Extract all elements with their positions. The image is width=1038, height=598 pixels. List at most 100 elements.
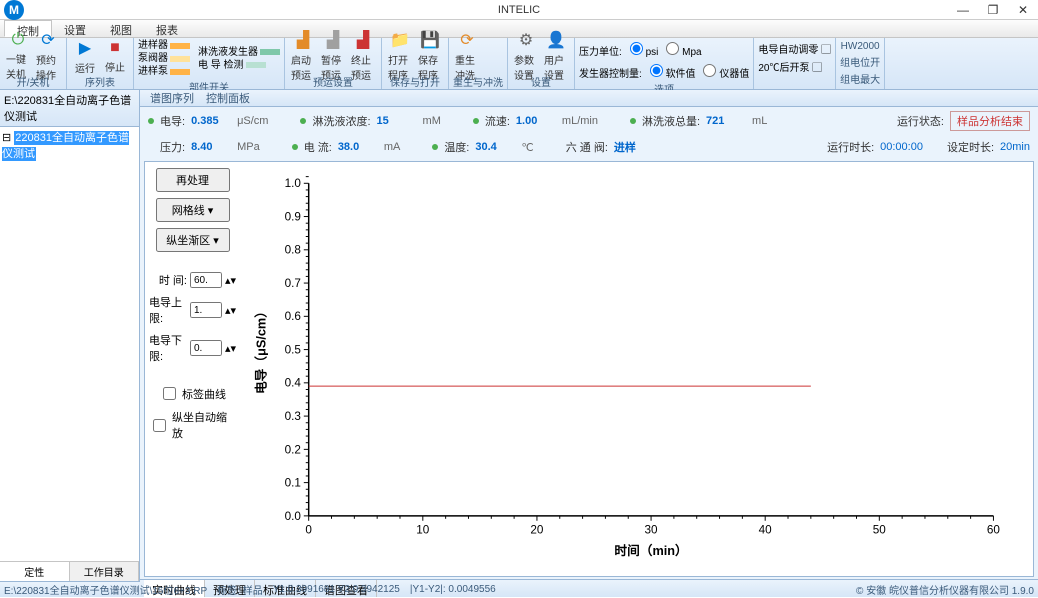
svg-text:10: 10 [416, 523, 430, 536]
psi-radio[interactable] [630, 42, 643, 55]
user-settings-button[interactable]: 👤用户设置 [542, 39, 570, 73]
left-tabs: 定性 工作目录 [0, 561, 139, 581]
left-panel: E:\220831全自动离子色谱仪测试 ⊟ 220831全自动离子色谱仪测试 定… [0, 90, 140, 581]
menu-view[interactable]: 视图 [98, 20, 144, 37]
hw2000-label: HW2000 [841, 41, 880, 52]
tree-expand-icon[interactable]: ⊟ [2, 132, 11, 144]
svg-text:0.9: 0.9 [285, 210, 301, 223]
left-tab-qualitative[interactable]: 定性 [0, 562, 70, 581]
auto-zero-row[interactable]: 电导自动调零 ▢ [758, 41, 831, 56]
status-dot [432, 144, 438, 150]
reprocess-button[interactable]: 再处理 [156, 168, 230, 192]
pressure-unit-row: 压力单位: psi Mpa [579, 39, 702, 58]
svg-text:0.0: 0.0 [285, 510, 302, 523]
main-tabs: 谱图序列 控制面板 [140, 90, 1038, 107]
component-toggles-2[interactable]: 淋洗液发生器 电 导 检测 [198, 46, 280, 72]
chart-sidebar: 再处理 网格线 ▾ 纵坐渐区 ▾ 时 间:▴▾ 电导上限:▴▾ 电导下限:▴▾ … [145, 162, 240, 576]
svg-text:0: 0 [305, 523, 312, 536]
status-dot [473, 118, 479, 124]
chart-area: 再处理 网格线 ▾ 纵坐渐区 ▾ 时 间:▴▾ 电导上限:▴▾ 电导下限:▴▾ … [144, 161, 1034, 577]
status-row-1: 电导:0.385μS/cm 淋洗液浓度:15mM 流速:1.00mL/min 淋… [140, 107, 1038, 135]
label-curve-check[interactable]: 标签曲线 [159, 384, 226, 403]
tree-item-selected[interactable]: 220831全自动离子色谱仪测试 [2, 131, 129, 161]
svg-text:1.0: 1.0 [285, 177, 302, 190]
svg-text:50: 50 [873, 523, 887, 536]
svg-text:0.6: 0.6 [285, 310, 301, 323]
svg-text:30: 30 [645, 523, 659, 536]
titlebar: M INTELIC — ❐ ✕ [0, 0, 1038, 20]
param-settings-button[interactable]: ⚙参数设置 [512, 39, 540, 73]
run-button[interactable]: ▶运行 [71, 39, 99, 73]
app-title: INTELIC [498, 4, 540, 16]
time-label: 时 间: [159, 272, 187, 288]
status-dot [292, 144, 298, 150]
generator-control-row: 发生器控制量: 软件值 仪器值 [579, 61, 749, 80]
svg-text:0.8: 0.8 [285, 244, 302, 257]
svg-text:60: 60 [987, 523, 1001, 536]
ribbon-group-label: 重生与冲洗 [453, 73, 503, 90]
mpa-radio[interactable] [666, 42, 679, 55]
time-input[interactable] [190, 272, 222, 288]
device-radio[interactable] [703, 64, 716, 77]
auto-yscale-check[interactable]: 纵坐自动缩放 [149, 409, 236, 441]
cond-min-input[interactable] [190, 340, 222, 356]
run-status-box: 样品分析结束 [950, 111, 1030, 131]
power-off-button[interactable]: ⏻一键关机 [4, 39, 32, 73]
start-prerun-button[interactable]: ▟启动预运 [289, 39, 317, 73]
regen-flush-button[interactable]: ⟳重生冲洗 [453, 39, 481, 73]
yrange-button[interactable]: 纵坐渐区 ▾ [156, 228, 230, 252]
ribbon-group-label: 序列表 [71, 73, 129, 90]
menu-settings[interactable]: 设置 [52, 20, 98, 37]
svg-text:0.4: 0.4 [285, 377, 302, 390]
ribbon: ⏻一键关机 ⟳预约操作 开/关机 ▶运行 ■停止 序列表 进样器 泵阀器 进样泵… [0, 38, 1038, 90]
file-tree[interactable]: ⊟ 220831全自动离子色谱仪测试 [0, 127, 139, 561]
svg-text:0.1: 0.1 [285, 477, 301, 490]
svg-text:0.3: 0.3 [285, 410, 301, 423]
schedule-button[interactable]: ⟳预约操作 [34, 39, 62, 73]
minimize-button[interactable]: — [948, 3, 978, 17]
left-tab-workdir[interactable]: 工作目录 [70, 562, 140, 581]
left-panel-title: E:\220831全自动离子色谱仪测试 [0, 90, 139, 127]
ribbon-group-label [758, 75, 831, 88]
status-y1: Y1:0.3991681 Y2:0.3942125 [273, 584, 400, 595]
ribbon-group-label: 设置 [512, 73, 570, 90]
svg-text:时间（min）: 时间（min） [614, 543, 687, 558]
set-time-value: 20min [1000, 141, 1030, 153]
ribbon-group-label: 预运设置 [289, 73, 377, 90]
status-dot [630, 118, 636, 124]
software-radio[interactable] [650, 64, 663, 77]
stop-prerun-button[interactable]: ▟终止预运 [349, 39, 377, 73]
pump-after-20c-row[interactable]: 20℃后开泵 ▢ [758, 59, 822, 74]
cond-min-label: 电导下限: [149, 332, 187, 364]
app-logo: M [4, 0, 24, 20]
svg-text:20: 20 [530, 523, 544, 536]
status-path: E:\220831全自动离子色谱仪测试\15位6+3.RP [4, 582, 207, 597]
pause-prerun-button[interactable]: ▟暂停预运 [319, 39, 347, 73]
cond-max-label: 电导上限: [149, 294, 187, 326]
component-toggles-1[interactable]: 进样器 泵阀器 进样泵 [138, 39, 190, 78]
status-pts: 标签: 样品 [217, 582, 263, 597]
hw-line1: 组电位开 [840, 54, 880, 69]
close-button[interactable]: ✕ [1008, 3, 1038, 17]
hw-line2: 组电最大 [840, 71, 880, 86]
tab-spectrum-sequence[interactable]: 谱图序列 [144, 90, 200, 106]
save-program-button[interactable]: 💾保存程序 [416, 39, 444, 73]
cond-max-input[interactable] [190, 302, 222, 318]
chart: 0.00.10.20.30.40.50.60.70.80.91.00102030… [240, 162, 1033, 576]
svg-text:0.7: 0.7 [285, 277, 301, 290]
svg-text:40: 40 [759, 523, 773, 536]
svg-text:0.5: 0.5 [285, 343, 302, 356]
chart-svg: 0.00.10.20.30.40.50.60.70.80.91.00102030… [250, 172, 1013, 566]
status-copyright: © 安徽 皖仪普信分析仪器有限公司 1.9.0 [856, 582, 1034, 597]
gridlines-button[interactable]: 网格线 ▾ [156, 198, 230, 222]
status-dot [148, 118, 154, 124]
svg-text:电导（μS/cm）: 电导（μS/cm） [254, 305, 269, 394]
maximize-button[interactable]: ❐ [978, 3, 1008, 17]
open-program-button[interactable]: 📁打开程序 [386, 39, 414, 73]
menu-report[interactable]: 报表 [144, 20, 190, 37]
tab-control-panel[interactable]: 控制面板 [200, 90, 256, 106]
stop-button[interactable]: ■停止 [101, 39, 129, 73]
status-y2: |Y1-Y2|: 0.0049556 [410, 584, 496, 595]
run-time-value: 00:00:00 [880, 141, 923, 153]
status-row-2: 压力:8.40MPa 电 流:38.0mA 温度:30.4℃ 六 通 阀:进样 … [140, 135, 1038, 159]
